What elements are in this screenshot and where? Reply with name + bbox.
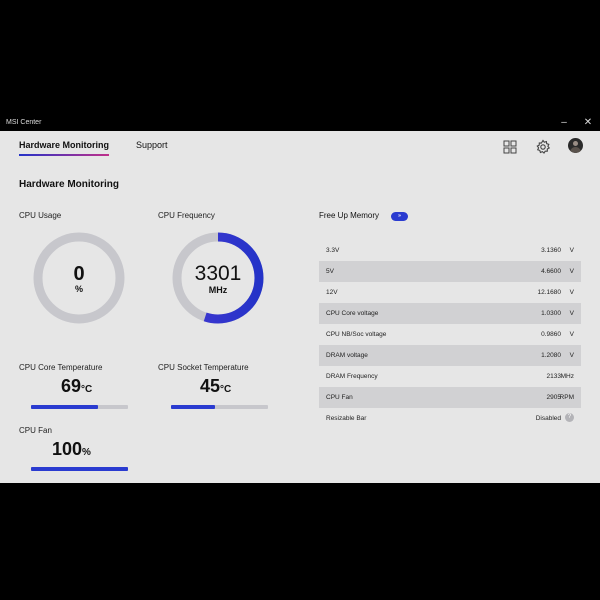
row-value: 2905: [546, 394, 561, 401]
row-unit: V: [569, 247, 574, 254]
table-row: 5V 4.6600 V: [319, 261, 581, 282]
cpu-fan-reading: 100%: [52, 439, 91, 460]
table-row: DRAM voltage 1.2080 V: [319, 345, 581, 366]
row-unit: RPM: [559, 394, 574, 401]
table-row: Resizable Bar Disabled?: [319, 408, 581, 429]
help-icon[interactable]: ?: [565, 413, 574, 422]
msi-center-window: MSI Center – ✕ Hardware Monitoring Suppo…: [0, 115, 600, 483]
gear-icon[interactable]: [535, 139, 551, 155]
cpu-fan-label: CPU Fan: [19, 426, 52, 435]
row-label: Resizable Bar: [326, 415, 367, 422]
row-value: 1.0300: [541, 310, 561, 317]
row-unit: V: [569, 310, 574, 317]
row-value: Disabled: [535, 415, 561, 422]
cpu-frequency-label: CPU Frequency: [158, 211, 215, 220]
avatar[interactable]: [568, 138, 583, 153]
row-label: DRAM Frequency: [326, 373, 378, 380]
cpu-socket-temp-reading: 45°C: [200, 376, 231, 397]
row-value: 12.1680: [537, 289, 562, 296]
table-row: 12V 12.1680 V: [319, 282, 581, 303]
window-title: MSI Center: [6, 119, 42, 126]
table-row: CPU Core voltage 1.0300 V: [319, 303, 581, 324]
grid-icon[interactable]: [502, 139, 518, 155]
row-value: 2133: [546, 373, 561, 380]
cpu-frequency-gauge: 3301 MHz: [172, 232, 264, 324]
cpu-core-temp-bar-fill: [31, 405, 98, 409]
cpu-fan-unit: %: [82, 447, 91, 458]
cpu-fan-bar: [31, 467, 128, 471]
voltage-table: 3.3V 3.1360 V 5V 4.6600 V 12V 12.1680 V CPU Core …: [319, 240, 581, 429]
cpu-socket-temp-value: 45: [200, 376, 221, 396]
cpu-frequency-unit: MHz: [208, 285, 228, 295]
page-title: Hardware Monitoring: [19, 179, 120, 190]
row-unit: V: [569, 289, 574, 296]
cpu-usage-gauge: 0 %: [33, 232, 125, 324]
row-label: DRAM voltage: [326, 352, 368, 359]
title-bar: MSI Center – ✕: [0, 115, 600, 131]
cpu-core-temp-label: CPU Core Temperature: [19, 363, 103, 372]
row-label: CPU Fan: [326, 394, 353, 401]
row-unit: V: [569, 268, 574, 275]
cpu-core-temp-bar: [31, 405, 128, 409]
row-value: 3.1360: [541, 247, 561, 254]
row-label: 3.3V: [326, 247, 340, 254]
row-unit: V: [569, 331, 574, 338]
row-value: 0.9860: [541, 331, 561, 338]
free-up-memory-label: Free Up Memory: [319, 211, 380, 220]
row-unit: MHz: [560, 373, 574, 380]
cpu-socket-temp-label: CPU Socket Temperature: [158, 363, 249, 372]
row-label: 12V: [326, 289, 338, 296]
cpu-socket-temp-unit: °C: [220, 384, 232, 395]
cpu-fan-value: 100: [52, 439, 83, 459]
cpu-usage-label: CPU Usage: [19, 211, 62, 220]
main-content: Hardware Monitoring Support Hardware Mon…: [0, 131, 600, 483]
cpu-core-temp-reading: 69°C: [61, 376, 92, 397]
tab-support[interactable]: Support: [136, 140, 168, 150]
row-label: CPU Core voltage: [326, 310, 379, 317]
table-row: 3.3V 3.1360 V: [319, 240, 581, 261]
table-row: CPU NB/Soc voltage 0.9860 V: [319, 324, 581, 345]
free-up-memory-button[interactable]: »: [391, 212, 408, 221]
tab-hardware-monitoring[interactable]: Hardware Monitoring: [19, 140, 110, 156]
row-value: 4.6600: [541, 268, 561, 275]
row-unit: V: [569, 352, 574, 359]
cpu-core-temp-value: 69: [61, 376, 82, 396]
cpu-core-temp-unit: °C: [81, 384, 93, 395]
table-row: CPU Fan 2905 RPM: [319, 387, 581, 408]
cpu-frequency-value: 3301: [194, 262, 242, 285]
cpu-fan-bar-fill: [31, 467, 128, 471]
row-label: 5V: [326, 268, 334, 275]
table-row: DRAM Frequency 2133 MHz: [319, 366, 581, 387]
cpu-frequency-arc: [172, 232, 264, 324]
close-button[interactable]: ✕: [583, 117, 593, 128]
minimize-button[interactable]: –: [561, 117, 567, 128]
cpu-socket-temp-bar: [171, 405, 268, 409]
cpu-usage-unit: %: [74, 284, 83, 294]
cpu-socket-temp-bar-fill: [171, 405, 215, 409]
cpu-usage-value: 0: [73, 263, 85, 285]
row-label: CPU NB/Soc voltage: [326, 331, 387, 338]
row-value: 1.2080: [541, 352, 561, 359]
